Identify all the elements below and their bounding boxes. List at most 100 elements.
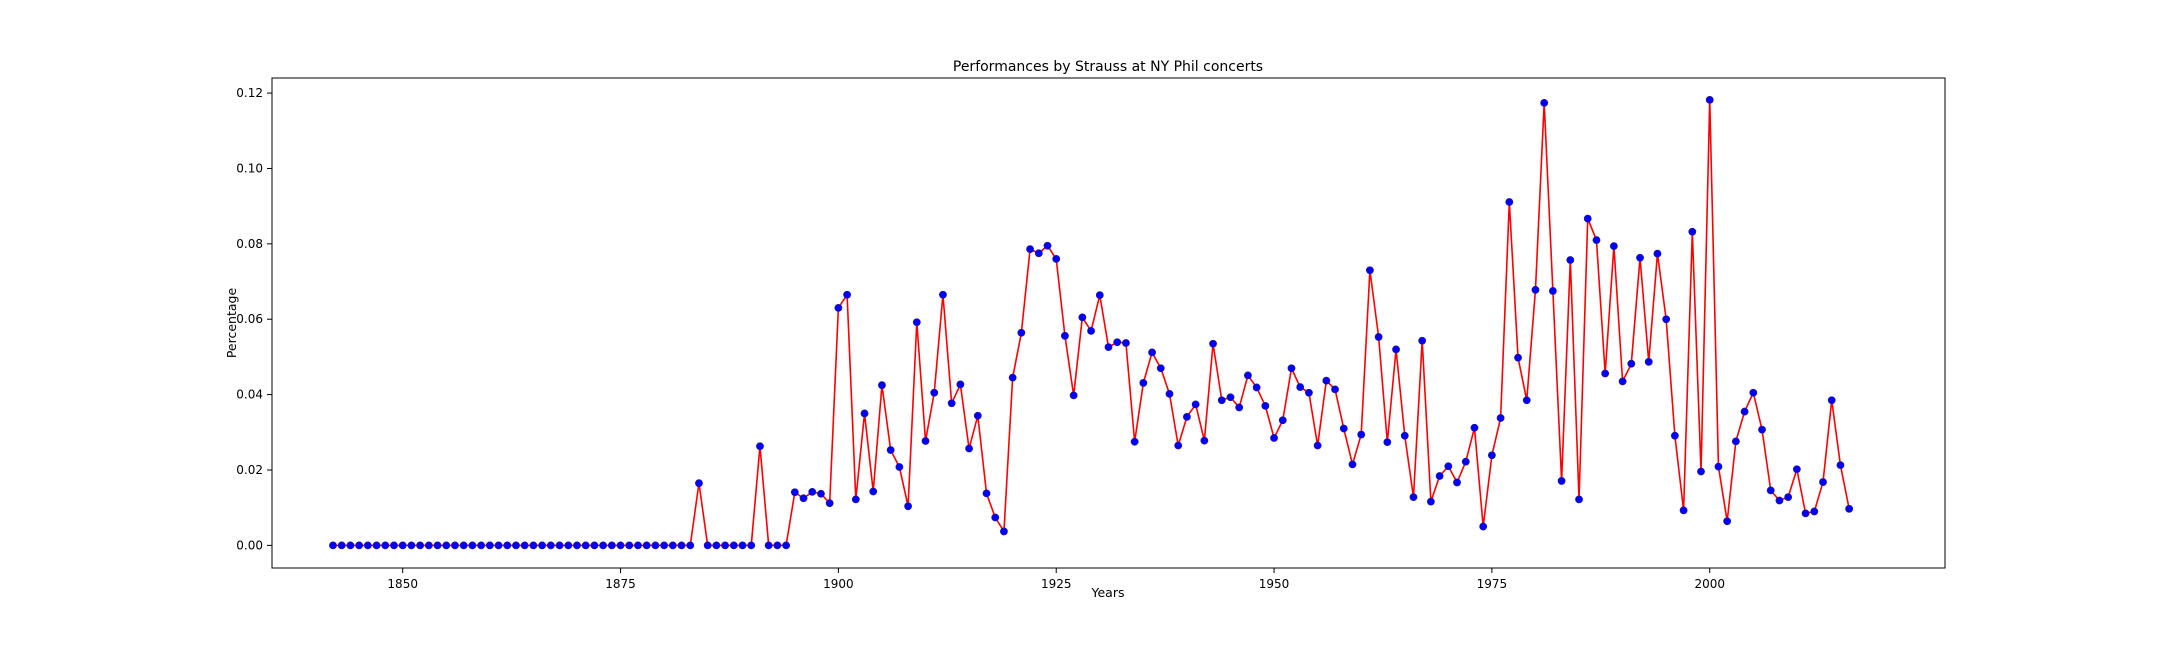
data-point bbox=[1270, 434, 1278, 442]
data-point bbox=[1392, 345, 1400, 354]
data-point bbox=[1540, 98, 1549, 107]
data-point bbox=[1296, 383, 1305, 391]
data-point bbox=[468, 541, 477, 550]
series-line bbox=[332, 99, 1850, 547]
data-point bbox=[616, 541, 625, 550]
data-point bbox=[590, 541, 599, 550]
x-tick-label: 1900 bbox=[823, 577, 854, 591]
data-point bbox=[738, 541, 747, 550]
data-point bbox=[1775, 496, 1784, 505]
data-point bbox=[1008, 373, 1017, 382]
data-point bbox=[1592, 236, 1601, 244]
data-point bbox=[860, 409, 869, 418]
data-point bbox=[634, 541, 642, 550]
data-point bbox=[869, 487, 878, 496]
data-point bbox=[1409, 493, 1418, 502]
data-point bbox=[625, 541, 634, 550]
data-point bbox=[538, 541, 547, 550]
data-point bbox=[1209, 339, 1217, 348]
data-point bbox=[1017, 328, 1026, 337]
data-point bbox=[1662, 315, 1671, 324]
data-point bbox=[398, 541, 407, 550]
x-tick-label: 1950 bbox=[1259, 577, 1290, 591]
data-point bbox=[808, 487, 817, 496]
data-point bbox=[1548, 287, 1557, 295]
data-point bbox=[1679, 506, 1688, 515]
data-point bbox=[939, 290, 947, 299]
data-point bbox=[895, 463, 904, 471]
data-point bbox=[799, 494, 808, 503]
data-point bbox=[1322, 376, 1331, 385]
data-point bbox=[1278, 416, 1287, 425]
data-point bbox=[1174, 441, 1183, 450]
data-point bbox=[477, 541, 486, 550]
data-point bbox=[1226, 393, 1235, 402]
data-point bbox=[1810, 507, 1819, 516]
data-point bbox=[546, 541, 555, 550]
data-point bbox=[1261, 402, 1270, 410]
data-point bbox=[1601, 369, 1610, 378]
data-point bbox=[363, 541, 372, 550]
data-point bbox=[1034, 249, 1043, 258]
data-point bbox=[1287, 364, 1296, 373]
data-point bbox=[1313, 441, 1322, 450]
data-point bbox=[712, 541, 721, 550]
data-point bbox=[1165, 389, 1174, 398]
data-point bbox=[747, 541, 756, 550]
data-point bbox=[1705, 95, 1714, 104]
data-point bbox=[1244, 371, 1252, 380]
data-point bbox=[1688, 227, 1697, 236]
data-point bbox=[721, 541, 729, 550]
data-point bbox=[355, 541, 364, 550]
data-point bbox=[729, 541, 738, 550]
data-point bbox=[886, 446, 895, 454]
data-point bbox=[703, 541, 712, 550]
data-point bbox=[1087, 327, 1095, 335]
data-point bbox=[1043, 241, 1052, 250]
data-point bbox=[956, 380, 965, 389]
x-tick-label: 1975 bbox=[1477, 577, 1508, 591]
data-point bbox=[651, 541, 660, 550]
data-point bbox=[1339, 424, 1348, 433]
data-point bbox=[1130, 437, 1139, 446]
data-point bbox=[878, 381, 886, 390]
data-point bbox=[1488, 451, 1496, 460]
data-point bbox=[1331, 385, 1339, 394]
data-point bbox=[372, 541, 381, 550]
data-point bbox=[1139, 379, 1148, 387]
data-point bbox=[1374, 333, 1383, 341]
data-point bbox=[485, 541, 494, 550]
x-tick-label: 1875 bbox=[605, 577, 636, 591]
data-point bbox=[329, 541, 337, 550]
data-point bbox=[851, 495, 860, 504]
data-point bbox=[773, 541, 782, 550]
data-point bbox=[555, 541, 564, 550]
data-point bbox=[1052, 255, 1061, 263]
data-point bbox=[581, 541, 590, 550]
y-tick-label: 0.02 bbox=[236, 463, 263, 477]
data-point bbox=[921, 437, 930, 445]
data-point bbox=[1505, 198, 1514, 206]
y-tick-label: 0.08 bbox=[236, 237, 263, 251]
data-point bbox=[1670, 431, 1679, 440]
data-point bbox=[346, 541, 355, 550]
data-point bbox=[756, 442, 764, 451]
data-point bbox=[642, 541, 651, 550]
data-point bbox=[1627, 359, 1636, 368]
data-point bbox=[782, 541, 790, 550]
data-point bbox=[843, 290, 851, 299]
data-point bbox=[695, 479, 703, 488]
data-point bbox=[451, 541, 459, 550]
data-point bbox=[1217, 396, 1226, 405]
data-point bbox=[1644, 357, 1653, 366]
data-point bbox=[790, 488, 799, 497]
data-point bbox=[1366, 266, 1374, 275]
data-point bbox=[1496, 414, 1505, 422]
data-point bbox=[1845, 504, 1854, 513]
data-point bbox=[1095, 291, 1104, 300]
data-point bbox=[1235, 403, 1244, 412]
data-point bbox=[1609, 242, 1618, 251]
data-point bbox=[1418, 336, 1427, 345]
data-point bbox=[390, 541, 398, 550]
